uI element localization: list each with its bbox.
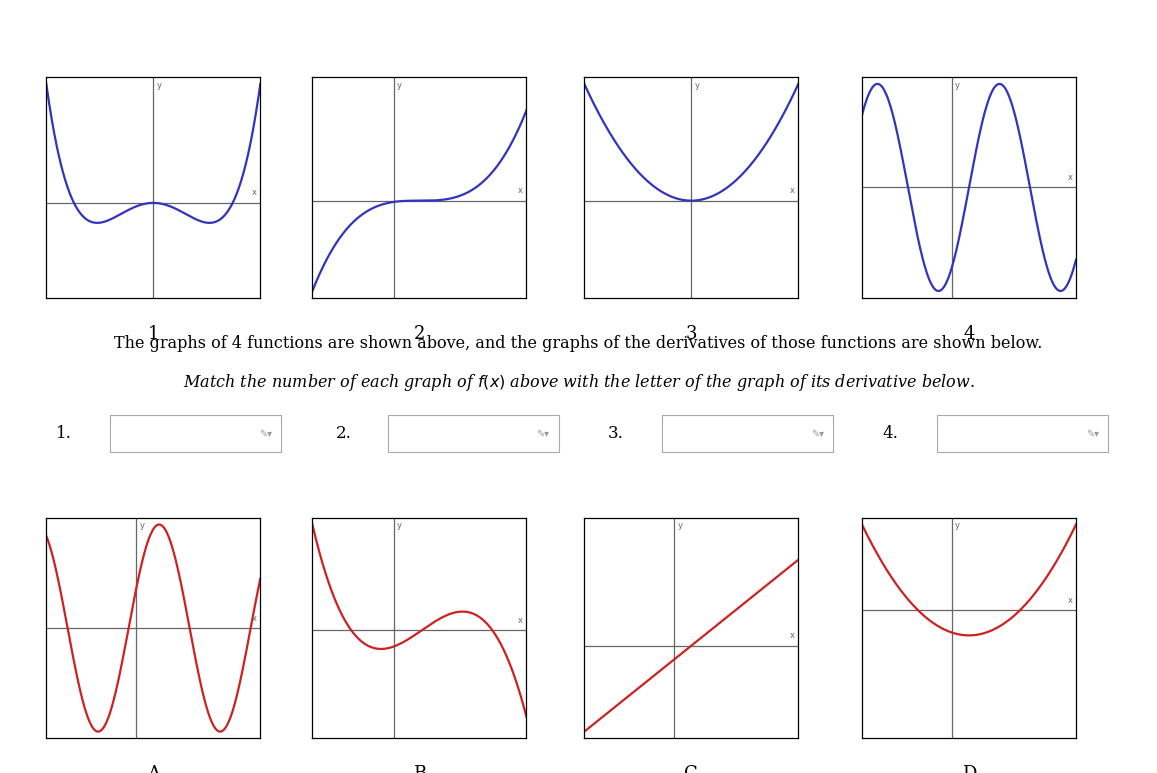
Text: y: y (139, 521, 145, 530)
Text: 1.: 1. (56, 425, 72, 442)
Text: x: x (1068, 596, 1073, 605)
Text: x: x (518, 616, 523, 625)
Text: 4.: 4. (883, 425, 899, 442)
Text: ✎▾: ✎▾ (259, 429, 272, 438)
Text: x: x (518, 186, 523, 195)
Text: x: x (252, 189, 257, 197)
Text: x: x (1068, 173, 1073, 182)
Text: x: x (252, 614, 257, 622)
Text: y: y (955, 80, 960, 90)
Text: 1: 1 (148, 325, 159, 342)
Text: 2: 2 (414, 325, 425, 342)
Text: 2.: 2. (336, 425, 352, 442)
Text: y: y (397, 521, 401, 530)
Text: y: y (694, 80, 700, 90)
Text: 4: 4 (964, 325, 974, 342)
Text: C: C (685, 765, 698, 773)
Text: x: x (790, 186, 795, 195)
Text: B: B (413, 765, 426, 773)
Text: A: A (147, 765, 160, 773)
Text: ✎▾: ✎▾ (1086, 429, 1099, 438)
Text: ✎▾: ✎▾ (537, 429, 550, 438)
Text: The graphs of 4 functions are shown above, and the graphs of the derivatives of : The graphs of 4 functions are shown abov… (115, 335, 1042, 352)
Text: Match the number of each graph of $f(x)$ above with the letter of the graph of i: Match the number of each graph of $f(x)$… (183, 372, 974, 393)
Text: y: y (397, 80, 401, 90)
Text: 3: 3 (686, 325, 697, 342)
Text: y: y (955, 521, 960, 530)
Text: D: D (961, 765, 977, 773)
Text: y: y (156, 80, 162, 90)
Text: x: x (790, 632, 795, 640)
Text: 3.: 3. (607, 425, 624, 442)
Text: y: y (677, 521, 683, 530)
Text: ✎▾: ✎▾ (811, 429, 824, 438)
